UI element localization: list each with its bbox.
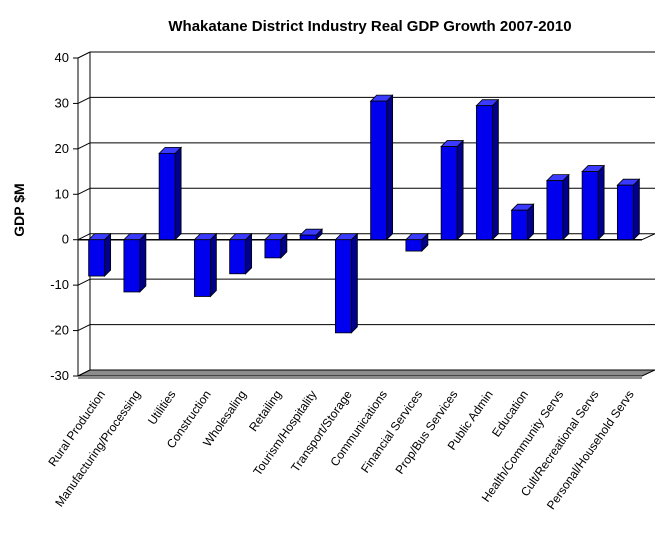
y-tick-label: 10 [55,186,69,201]
y-tick-label: -20 [50,323,69,338]
y-tick-label: 40 [55,50,69,65]
zero-line-side [641,233,655,241]
y-tick-label: -10 [50,277,69,292]
gridline-side [77,233,91,241]
bar-side [350,232,358,334]
y-tick-label: 20 [55,141,69,156]
y-tick-label: 0 [62,232,69,247]
y-tick-label: -30 [50,368,69,383]
gridline-side [77,96,91,104]
bar [229,239,247,275]
bar-side [209,232,217,298]
bar [546,180,564,241]
x-tick-label: Prop/Bus Services [392,388,460,477]
bar [370,100,388,241]
bar-side [386,94,394,241]
bar [616,184,634,241]
chart-floor [77,369,655,377]
bar-side [104,232,112,278]
gridline-side [77,278,91,286]
bar-side [562,173,570,241]
bar-side [597,164,605,241]
bar [158,152,176,241]
chart-floor-edge [78,376,642,379]
bar-side [245,232,253,275]
bar [405,239,423,252]
bar-side [491,98,499,241]
bar-side [174,146,182,241]
bar [511,209,529,241]
x-tick-label: Utilities [145,388,179,428]
x-tick-label: Retailing [246,388,284,434]
bar [264,239,282,259]
y-tick-label: 30 [55,95,69,110]
bar [193,239,211,297]
bar [440,146,458,241]
bar-side [139,232,147,293]
x-tick-label: Financial Services [358,388,425,476]
bar [123,239,141,293]
x-tick-label: Tourism/Hospitality [250,388,319,479]
y-axis-label: GDP $M [11,183,27,236]
bar [299,234,317,241]
gridline-side [77,51,91,59]
bar [334,239,352,334]
bar [88,239,106,277]
gridline-side [77,187,91,195]
bar-side [456,139,464,241]
bar [581,171,599,241]
chart-title: Whakatane District Industry Real GDP Gro… [168,18,571,35]
gridline-side [77,324,91,332]
bar [475,105,493,241]
bar-side [632,178,640,241]
gridline-side [77,142,91,150]
